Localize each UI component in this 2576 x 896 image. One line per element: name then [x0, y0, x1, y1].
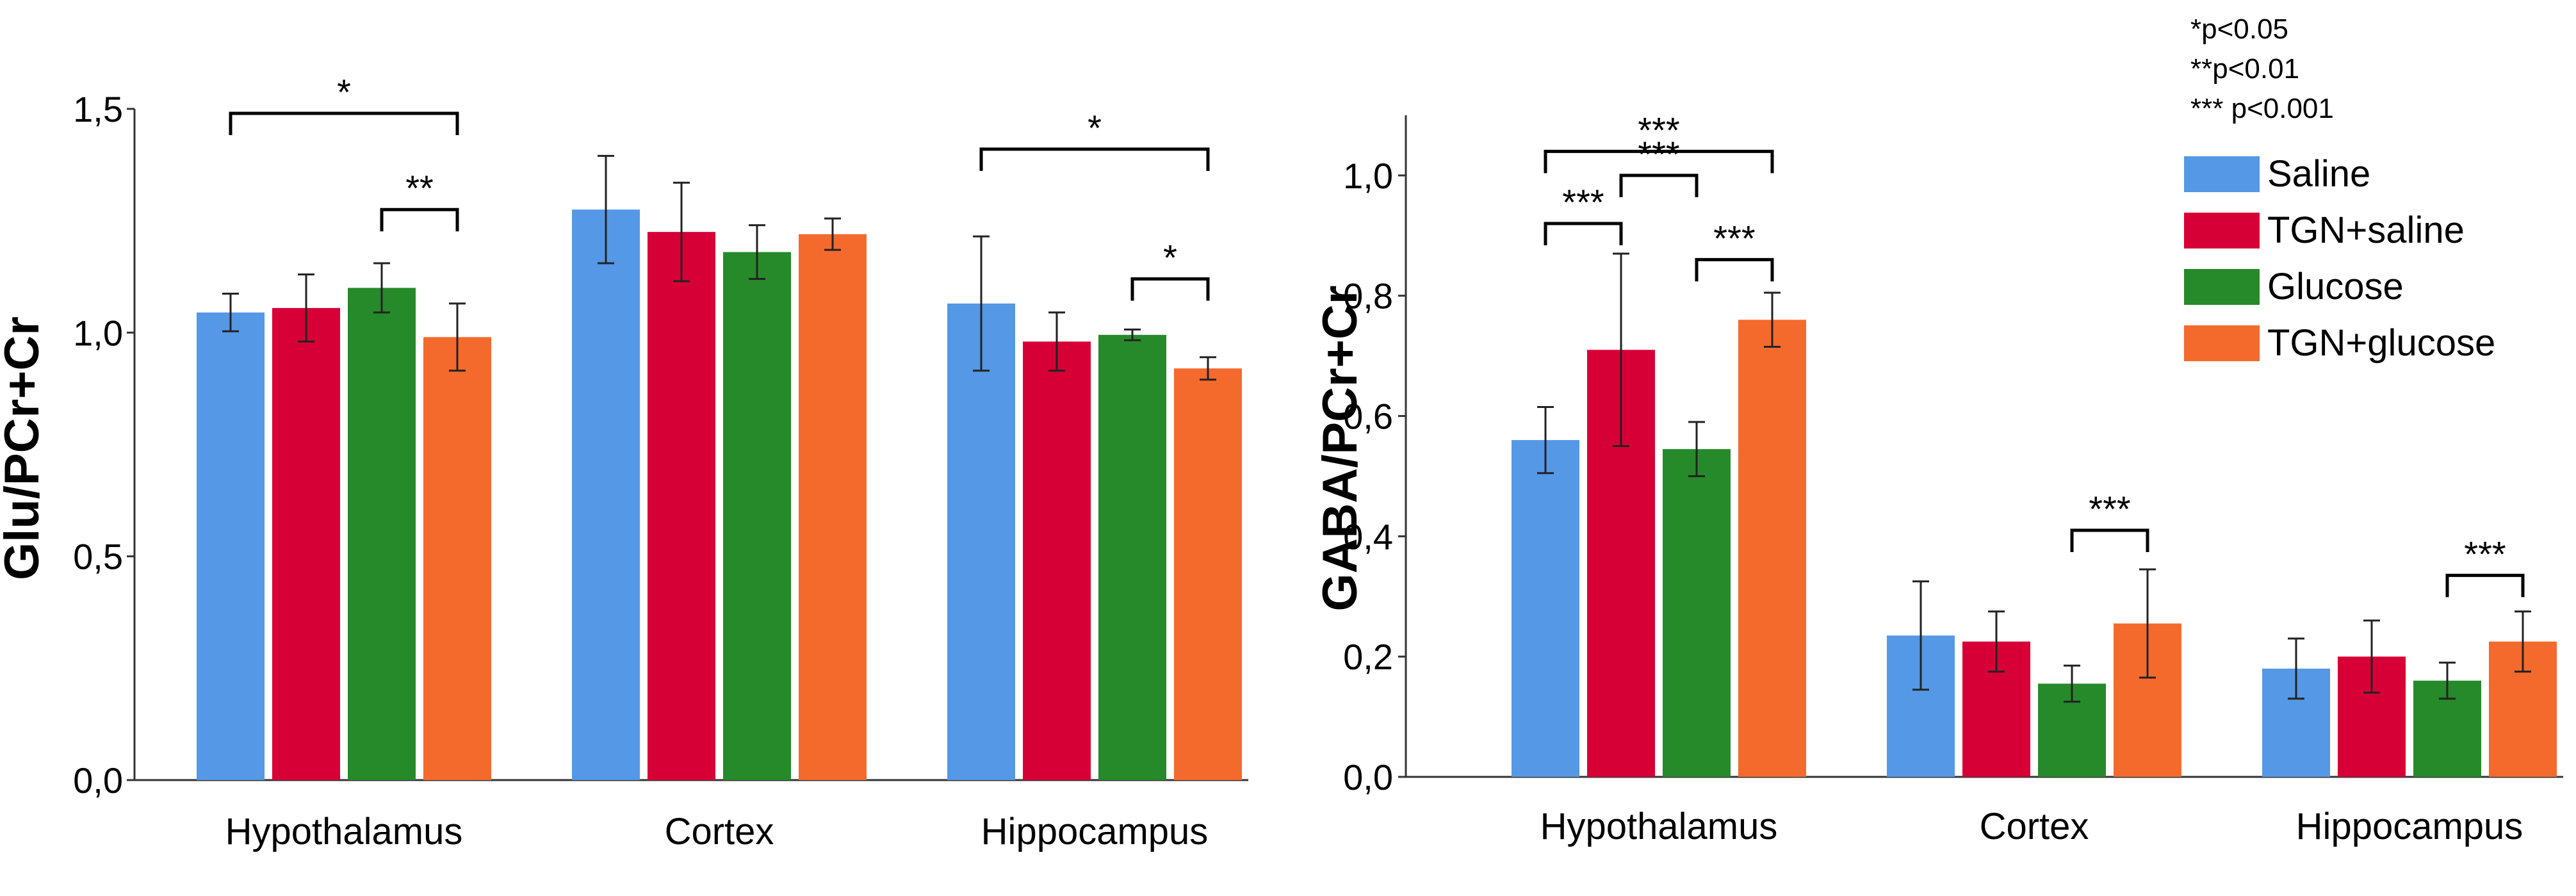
significance-label: **	[405, 168, 434, 208]
bar-glucose	[1663, 449, 1731, 777]
category-label: Hippocampus	[981, 811, 1209, 852]
bar-saline	[572, 209, 640, 780]
category-label: Cortex	[665, 811, 774, 852]
bar-tgn-saline	[648, 232, 715, 781]
legend-swatch	[2184, 156, 2260, 192]
legend-note: *p<0.05	[2190, 13, 2288, 45]
bar-glucose	[1098, 334, 1166, 780]
significance-bracket	[1130, 277, 1210, 301]
significance-bracket	[380, 208, 459, 232]
significance-label: *	[337, 72, 351, 112]
y-tick-label: 1,5	[73, 89, 123, 129]
y-tick-label: 0,6	[1343, 396, 1393, 437]
significance-bracket	[2445, 573, 2525, 598]
significance-bracket	[2070, 528, 2149, 552]
legend-label: Saline	[2267, 153, 2370, 195]
bar-tgn-glucose	[1738, 320, 1806, 778]
glu-chart: 0,0 0,5 1,0 1,5 Glu/PCr+Cr Hypothalamus Cortex…	[0, 72, 1248, 852]
bar-tgn-saline	[1023, 341, 1091, 780]
significance-label: ***	[1562, 182, 1604, 222]
significance-label: ***	[1713, 218, 1755, 258]
significance-bracket	[979, 147, 1210, 171]
significance-label: ***	[1638, 110, 1679, 150]
bar-tgn-glucose	[799, 234, 867, 780]
legend-note: *** p<0.001	[2190, 93, 2334, 124]
y-axis-label: Glu/PCr+Cr	[0, 316, 49, 580]
bar-tgn-glucose	[423, 337, 491, 780]
bar-glucose	[723, 252, 791, 780]
significance-bracket	[1544, 149, 1774, 174]
bar-saline	[1512, 440, 1579, 777]
y-tick-label: 0,0	[1343, 757, 1393, 797]
category-label: Hypothalamus	[1540, 806, 1778, 847]
significance-label: ***	[2089, 489, 2130, 529]
significance-label: *	[1163, 237, 1177, 277]
significance-bracket	[1695, 257, 1774, 282]
significance-bracket	[1619, 174, 1699, 197]
bar-tgn-glucose	[1174, 368, 1242, 780]
y-tick-label: 1,0	[73, 313, 123, 353]
category-label: Cortex	[1980, 806, 2089, 847]
legend: *p<0.05 **p<0.01 *** p<0.001 Saline TGN+s…	[2184, 13, 2495, 364]
legend-label: TGN+glucose	[2267, 322, 2495, 364]
y-tick-label: 0,5	[73, 537, 123, 577]
significance-bracket	[229, 111, 459, 135]
legend-swatch	[2184, 325, 2260, 361]
legend-note: **p<0.01	[2190, 53, 2299, 85]
significance-bracket	[1544, 222, 1623, 246]
significance-label: *	[1088, 108, 1102, 148]
legend-label: Glucose	[2267, 266, 2404, 307]
y-tick-label: 1,0	[1343, 156, 1393, 196]
legend-swatch	[2184, 269, 2260, 305]
significance-label: ***	[1638, 134, 1679, 174]
y-tick-label: 0,8	[1343, 276, 1393, 316]
legend-label: TGN+saline	[2267, 209, 2465, 251]
y-axis-label: GABA/PCr+Cr	[1313, 286, 1367, 612]
category-label: Hippocampus	[2296, 806, 2523, 847]
bar-tgn-saline	[272, 307, 340, 780]
bar-saline	[197, 312, 265, 781]
bar-glucose	[348, 288, 416, 780]
y-tick-label: 0,4	[1343, 516, 1393, 557]
y-tick-label: 0,0	[73, 760, 123, 801]
bar-saline	[947, 303, 1015, 780]
y-tick-label: 0,2	[1343, 637, 1393, 677]
legend-swatch	[2184, 213, 2260, 248]
gaba-chart: 0,0 0,2 0,4 0,6 0,8 1,0 GABA/PCr+Cr Hypothalamu…	[1313, 110, 2563, 847]
significance-label: ***	[2464, 534, 2506, 574]
category-label: Hypothalamus	[225, 811, 463, 852]
